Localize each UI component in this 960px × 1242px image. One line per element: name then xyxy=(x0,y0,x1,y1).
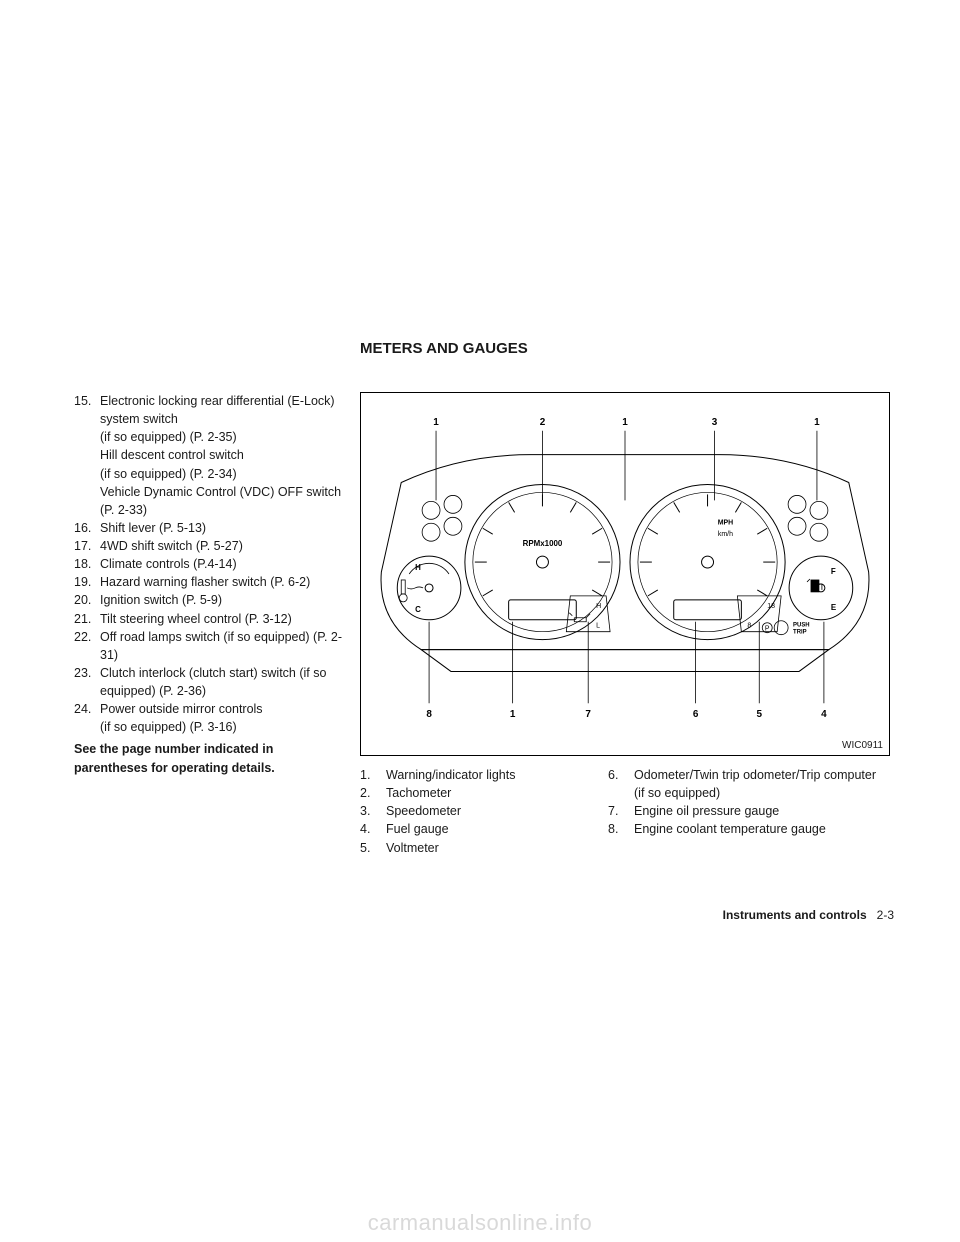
legend-item: 3.Speedometer xyxy=(360,802,608,820)
list-item-number: 17. xyxy=(74,537,100,555)
list-item-text: Power outside mirror controls (if so equ… xyxy=(100,700,346,736)
continued-list: 15.Electronic locking rear differential … xyxy=(74,392,346,736)
tach-label: RPMx1000 xyxy=(523,539,563,548)
volt-18: 18 xyxy=(767,603,775,610)
volt-8: 8 xyxy=(747,623,751,630)
legend-item-text: Fuel gauge xyxy=(386,820,608,838)
list-item: 24.Power outside mirror controls (if so … xyxy=(74,700,346,736)
list-item-number: 16. xyxy=(74,519,100,537)
list-item: 22.Off road lamps switch (if so equipped… xyxy=(74,628,346,664)
legend-item: 4.Fuel gauge xyxy=(360,820,608,838)
footer-page-number: 2-3 xyxy=(877,908,894,922)
manual-page: METERS AND GAUGES 15.Electronic locking … xyxy=(0,0,960,1242)
legend-list-left: 1.Warning/indicator lights2.Tachometer3.… xyxy=(360,766,608,857)
list-item-text: Climate controls (P.4-14) xyxy=(100,555,346,573)
oil-h: H xyxy=(596,603,601,610)
legend-item: 1.Warning/indicator lights xyxy=(360,766,608,784)
legend-list-right: 6.Odometer/Twin trip odometer/Trip compu… xyxy=(608,766,888,839)
diagram-legend: 1.Warning/indicator lights2.Tachometer3.… xyxy=(360,766,890,857)
list-item-text: 4WD shift switch (P. 5-27) xyxy=(100,537,346,555)
legend-item: 8.Engine coolant temperature gauge xyxy=(608,820,888,838)
section-title: METERS AND GAUGES xyxy=(360,340,528,357)
legend-item-text: Tachometer xyxy=(386,784,608,802)
callout-number: 2 xyxy=(540,417,546,428)
callout-number: 4 xyxy=(821,709,827,720)
footer-section-label: Instruments and controls xyxy=(723,908,867,922)
speed-mph: MPH xyxy=(718,519,733,526)
legend-item-number: 1. xyxy=(360,766,386,784)
list-item-text: Tilt steering wheel control (P. 3-12) xyxy=(100,610,346,628)
list-item-text: Ignition switch (P. 5-9) xyxy=(100,591,346,609)
legend-item-number: 4. xyxy=(360,820,386,838)
cluster-svg: RPMx1000 xyxy=(361,393,889,755)
legend-item: 6.Odometer/Twin trip odometer/Trip compu… xyxy=(608,766,888,802)
list-item-text: Hazard warning flasher switch (P. 6-2) xyxy=(100,573,346,591)
callout-number: 1 xyxy=(433,417,439,428)
list-item: 19.Hazard warning flasher switch (P. 6-2… xyxy=(74,573,346,591)
legend-item-number: 7. xyxy=(608,802,634,820)
legend-item: 5.Voltmeter xyxy=(360,839,608,857)
list-item-number: 15. xyxy=(74,392,100,519)
legend-item-text: Speedometer xyxy=(386,802,608,820)
list-item: 17.4WD shift switch (P. 5-27) xyxy=(74,537,346,555)
legend-item-text: Voltmeter xyxy=(386,839,608,857)
callout-number: 1 xyxy=(510,709,516,720)
diagram-image-code: WIC0911 xyxy=(842,740,883,751)
svg-text:P: P xyxy=(765,626,770,633)
temp-c: C xyxy=(415,605,421,614)
speed-kmh: km/h xyxy=(718,531,733,538)
list-item-number: 21. xyxy=(74,610,100,628)
fuel-e: E xyxy=(831,603,836,612)
callout-number: 1 xyxy=(814,417,820,428)
callout-number: 8 xyxy=(426,709,432,720)
legend-item-text: Engine coolant temperature gauge xyxy=(634,820,888,838)
list-item-number: 19. xyxy=(74,573,100,591)
list-item: 16.Shift lever (P. 5-13) xyxy=(74,519,346,537)
legend-item-number: 6. xyxy=(608,766,634,802)
list-item: 18.Climate controls (P.4-14) xyxy=(74,555,346,573)
list-item-number: 23. xyxy=(74,664,100,700)
legend-item-text: Engine oil pressure gauge xyxy=(634,802,888,820)
trip-push: PUSH xyxy=(793,623,810,629)
fuel-f: F xyxy=(831,567,836,576)
list-item-number: 22. xyxy=(74,628,100,664)
legend-item: 7.Engine oil pressure gauge xyxy=(608,802,888,820)
instrument-cluster-diagram: RPMx1000 xyxy=(360,392,890,756)
watermark: carmanualsonline.info xyxy=(368,1210,593,1236)
callout-number: 1 xyxy=(622,417,628,428)
list-item-text: Shift lever (P. 5-13) xyxy=(100,519,346,537)
list-item-number: 20. xyxy=(74,591,100,609)
left-note: See the page number indicated in parenth… xyxy=(74,740,346,776)
trip-trip: TRIP xyxy=(793,630,807,636)
legend-item-number: 5. xyxy=(360,839,386,857)
list-item-text: Off road lamps switch (if so equipped) (… xyxy=(100,628,346,664)
list-item-text: Electronic locking rear differential (E-… xyxy=(100,392,346,519)
list-item: 15.Electronic locking rear differential … xyxy=(74,392,346,519)
callout-number: 3 xyxy=(712,417,718,428)
legend-item-text: Warning/indicator lights xyxy=(386,766,608,784)
list-item-text: Clutch interlock (clutch start) switch (… xyxy=(100,664,346,700)
list-item: 21.Tilt steering wheel control (P. 3-12) xyxy=(74,610,346,628)
legend-item: 2.Tachometer xyxy=(360,784,608,802)
oil-l: L xyxy=(596,623,600,630)
callout-number: 6 xyxy=(693,709,699,720)
left-column: 15.Electronic locking rear differential … xyxy=(74,392,346,777)
callout-number: 5 xyxy=(756,709,762,720)
page-footer: Instruments and controls 2-3 xyxy=(723,908,894,922)
legend-item-text: Odometer/Twin trip odometer/Trip compute… xyxy=(634,766,888,802)
temp-h: H xyxy=(415,563,421,572)
list-item-number: 24. xyxy=(74,700,100,736)
list-item: 23.Clutch interlock (clutch start) switc… xyxy=(74,664,346,700)
legend-item-number: 2. xyxy=(360,784,386,802)
callout-number: 7 xyxy=(585,709,591,720)
list-item-number: 18. xyxy=(74,555,100,573)
list-item: 20.Ignition switch (P. 5-9) xyxy=(74,591,346,609)
legend-item-number: 8. xyxy=(608,820,634,838)
legend-item-number: 3. xyxy=(360,802,386,820)
